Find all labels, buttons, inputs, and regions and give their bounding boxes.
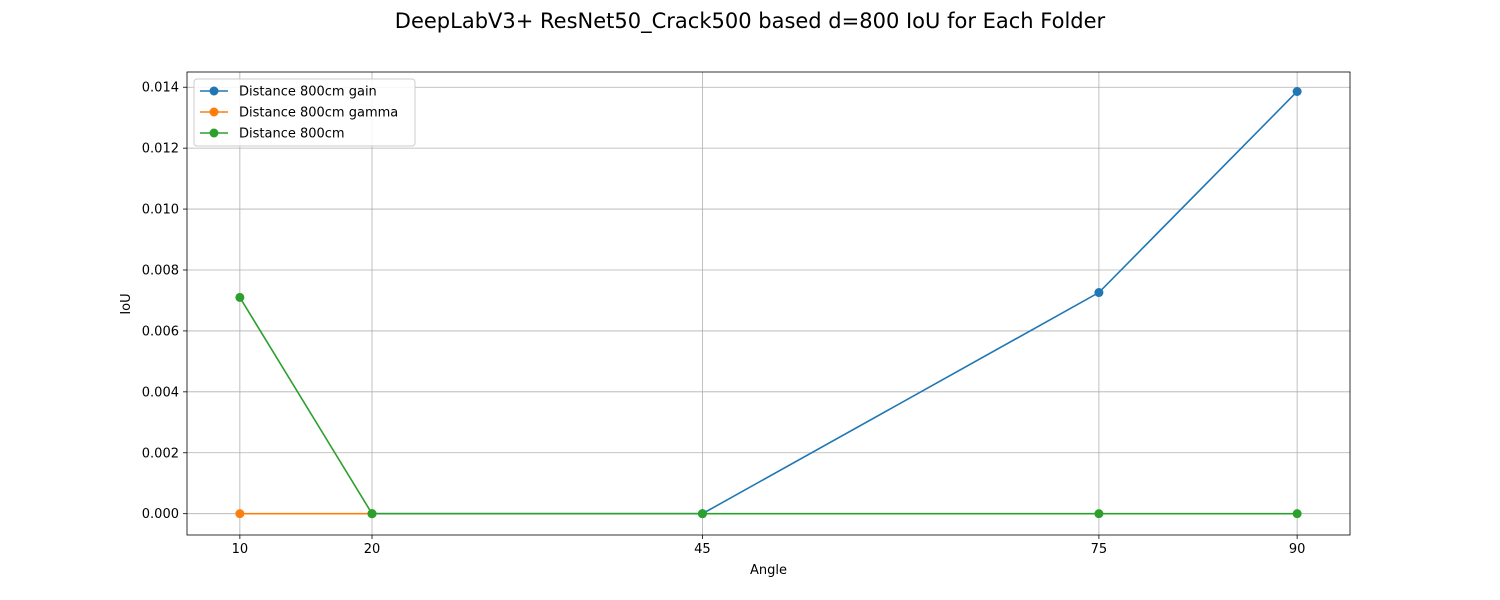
y-tick-label: 0.006 [142,324,179,339]
legend-marker [209,128,219,138]
data-point [1292,86,1302,96]
legend-item: Distance 800cm gamma [200,106,398,121]
y-tick-label: 0.012 [142,142,179,157]
chart-title: DeepLabV3+ ResNet50_Crack500 based d=800… [395,9,1106,34]
data-point [697,509,707,519]
y-tick-label: 0.000 [142,507,179,522]
series-2 [235,509,377,519]
plot-frame [186,71,1351,536]
x-tick-label: 10 [232,542,249,557]
data-point [1094,288,1104,298]
series-1 [367,86,1302,519]
data-point [367,509,377,519]
x-axis-label: Angle [750,563,787,578]
legend-item: Distance 800cm gain [200,85,377,100]
data-point [235,292,245,302]
data-point [235,509,245,519]
y-tick-label: 0.002 [142,446,179,461]
y-tick-label: 0.014 [142,81,179,96]
legend-label: Distance 800cm [239,127,345,142]
series-3 [235,292,1302,519]
y-axis-label: IoU [119,293,134,314]
axes: 10 20 45 75 90 0.000 0.002 0.004 0.006 0.008 0.010… [142,71,1351,557]
series-line [239,296,1298,515]
data-point [1094,509,1104,519]
y-tick-label: 0.008 [142,263,179,278]
series-line [372,90,1298,515]
x-tick-label: 75 [1091,542,1108,557]
y-tick-label: 0.010 [142,203,179,218]
x-tick-label: 20 [364,542,381,557]
legend-item: Distance 800cm [200,127,345,142]
legend-marker [209,107,219,117]
legend: Distance 800cm gain Distance 800cm gamma D… [193,78,416,147]
series-layer [235,86,1302,519]
legend-label: Distance 800cm gamma [239,106,398,121]
legend-box [193,78,416,147]
y-tick-label: 0.004 [142,385,179,400]
x-tick-label: 45 [694,542,711,557]
x-tick-label: 90 [1289,542,1306,557]
data-point [1292,509,1302,519]
legend-marker [209,86,219,96]
legend-label: Distance 800cm gain [239,85,377,100]
